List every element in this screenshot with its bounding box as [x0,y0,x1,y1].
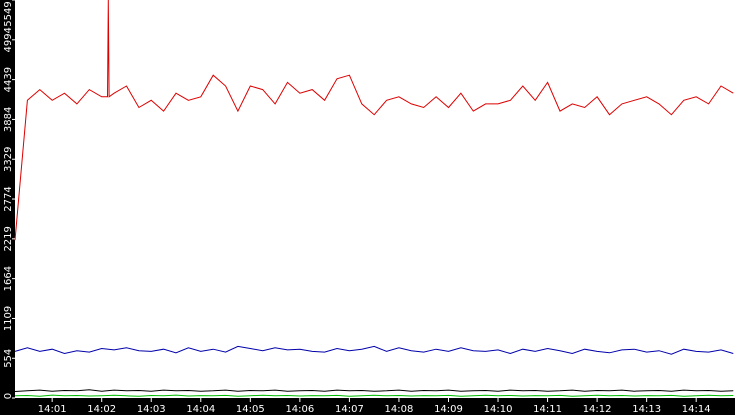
series-layer [14,0,734,397]
series-line-3 [14,394,734,397]
y-tick-label-7: 3884 [3,107,14,132]
y-tick-label-9: 4994 [3,27,14,52]
x-tick-label-1: 14:02 [87,404,116,415]
y-tick-label-1: 554 [3,349,14,368]
y-tick-label-6: 3329 [3,147,14,172]
x-tick-label-12: 14:13 [632,404,661,415]
x-axis-band [0,398,735,415]
x-tick-label-8: 14:09 [434,404,463,415]
x-tick-label-4: 14:05 [236,404,265,415]
x-tick-label-3: 14:04 [186,404,215,415]
y-tick-label-10: 5549 [3,1,14,26]
y-tick-label-0: 0 [3,393,14,399]
series-line-2 [14,389,734,392]
x-tick-label-6: 14:07 [335,404,364,415]
x-tick-label-10: 14:11 [533,404,562,415]
y-tick-label-3: 1664 [3,266,14,291]
x-axis-ticks: 14:01 14:02 14:03 14:04 14:05 14:06 14:07 14:08… [38,398,711,415]
x-tick-label-7: 14:08 [385,404,414,415]
x-tick-label-5: 14:06 [285,404,314,415]
y-tick-label-5: 2774 [3,186,14,211]
y-tick-label-2: 1109 [3,306,14,331]
x-tick-label-0: 14:01 [38,404,67,415]
y-axis-band [0,0,15,415]
x-tick-label-11: 14:12 [583,404,612,415]
series-line-0 [14,0,734,241]
x-tick-label-9: 14:10 [484,404,513,415]
x-tick-label-2: 14:03 [137,404,166,415]
y-tick-label-8: 4439 [3,67,14,92]
series-line-1 [14,345,734,355]
x-tick-label-13: 14:14 [682,404,711,415]
y-tick-label-4: 2219 [3,226,14,251]
